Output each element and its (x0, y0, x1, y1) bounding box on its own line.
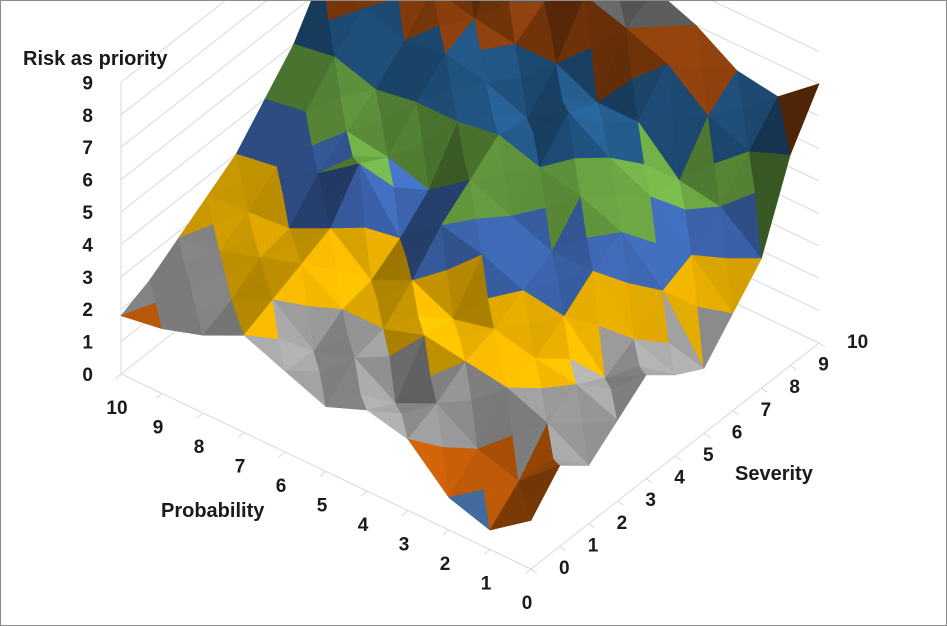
z-tick-label: 9 (82, 73, 93, 94)
z-tick-label: 7 (82, 138, 93, 159)
x-tick-mark (524, 568, 532, 575)
z-tick-label: 8 (82, 106, 93, 127)
y-tick-mark (588, 523, 595, 529)
x-tick-label: 2 (440, 554, 451, 575)
x-tick-mark (278, 451, 286, 458)
z-tick-label: 2 (82, 300, 93, 321)
y-tick-label: 0 (559, 558, 570, 579)
x-tick-label: 0 (522, 593, 533, 614)
x-tick-label: 10 (106, 398, 127, 419)
y-tick-mark (818, 342, 826, 348)
y-tick-label: 8 (789, 377, 800, 398)
y-tick-label: 9 (818, 355, 829, 376)
surface-facet (524, 465, 561, 521)
gridline-z-left (120, 1, 309, 148)
z-tick-label: 6 (82, 171, 93, 192)
y-tick-mark (674, 455, 682, 461)
z-tick-label: 0 (82, 365, 93, 386)
surface-facet (726, 258, 762, 314)
y-tick-label: 7 (761, 400, 772, 421)
y-tick-mark (703, 432, 711, 438)
x-tick-mark (196, 412, 204, 419)
surface-facet (582, 419, 618, 466)
gridline-z-right (643, 1, 820, 85)
y-tick-label: 4 (674, 468, 685, 489)
surface-facet (668, 343, 705, 376)
y-tick-mark (732, 410, 739, 416)
z-tick-label: 3 (82, 268, 93, 289)
z-tick-label: 1 (82, 333, 93, 354)
surface-facet (610, 374, 647, 421)
x-tick-mark (319, 471, 327, 477)
x-tick-label: 3 (399, 535, 410, 556)
surface-facet (471, 1, 482, 19)
x-tick-mark (114, 373, 122, 380)
y-tick-label: 2 (617, 513, 628, 534)
surface-facet (639, 366, 676, 376)
gridline-z-left (120, 1, 267, 116)
x-tick-label: 7 (235, 457, 246, 478)
z-tick-label: 4 (82, 235, 93, 256)
y-tick-mark (617, 500, 624, 506)
z-tick-label: 5 (82, 203, 93, 224)
x-tick-mark (401, 510, 409, 516)
x-tick-label: 1 (481, 574, 492, 595)
x-tick-mark (237, 432, 245, 438)
gridline-z-right (711, 1, 820, 52)
x-tick-label: 6 (276, 476, 287, 497)
x-tick-label: 8 (194, 437, 205, 458)
x-tick-mark (483, 549, 491, 555)
y-tick-label: 6 (732, 422, 743, 443)
y-tick-mark (559, 545, 567, 551)
y-axis-title: Severity (735, 463, 814, 485)
y-tick-label: 1 (588, 535, 599, 556)
axis-titles: Risk as priority Probability Severity (23, 48, 814, 522)
surface-facet (783, 83, 820, 156)
gridline-z-left (120, 1, 350, 180)
x-tick-label: 9 (153, 418, 164, 439)
surface-facet (697, 306, 733, 369)
y-tick-mark (530, 568, 538, 574)
y-tick-label: 3 (645, 490, 656, 511)
x-tick-mark (155, 393, 163, 399)
surface-facet (754, 154, 791, 259)
surface-plot (120, 1, 820, 531)
x-tick-mark (442, 529, 450, 536)
y-tick-mark (761, 387, 768, 393)
x-tick-label: 5 (317, 496, 328, 517)
gridline-z-left (120, 1, 226, 83)
y-tick-mark (645, 478, 653, 484)
y-tick-label: 10 (847, 332, 868, 353)
surface-facet (553, 458, 589, 466)
z-axis-title: Risk as priority (23, 48, 168, 70)
y-tick-mark (789, 365, 797, 371)
surface-facet (284, 370, 327, 408)
x-tick-mark (360, 490, 368, 497)
y-tick-label: 5 (703, 445, 714, 466)
x-axis-title: Probability (161, 500, 265, 522)
x-tick-label: 4 (358, 515, 369, 536)
